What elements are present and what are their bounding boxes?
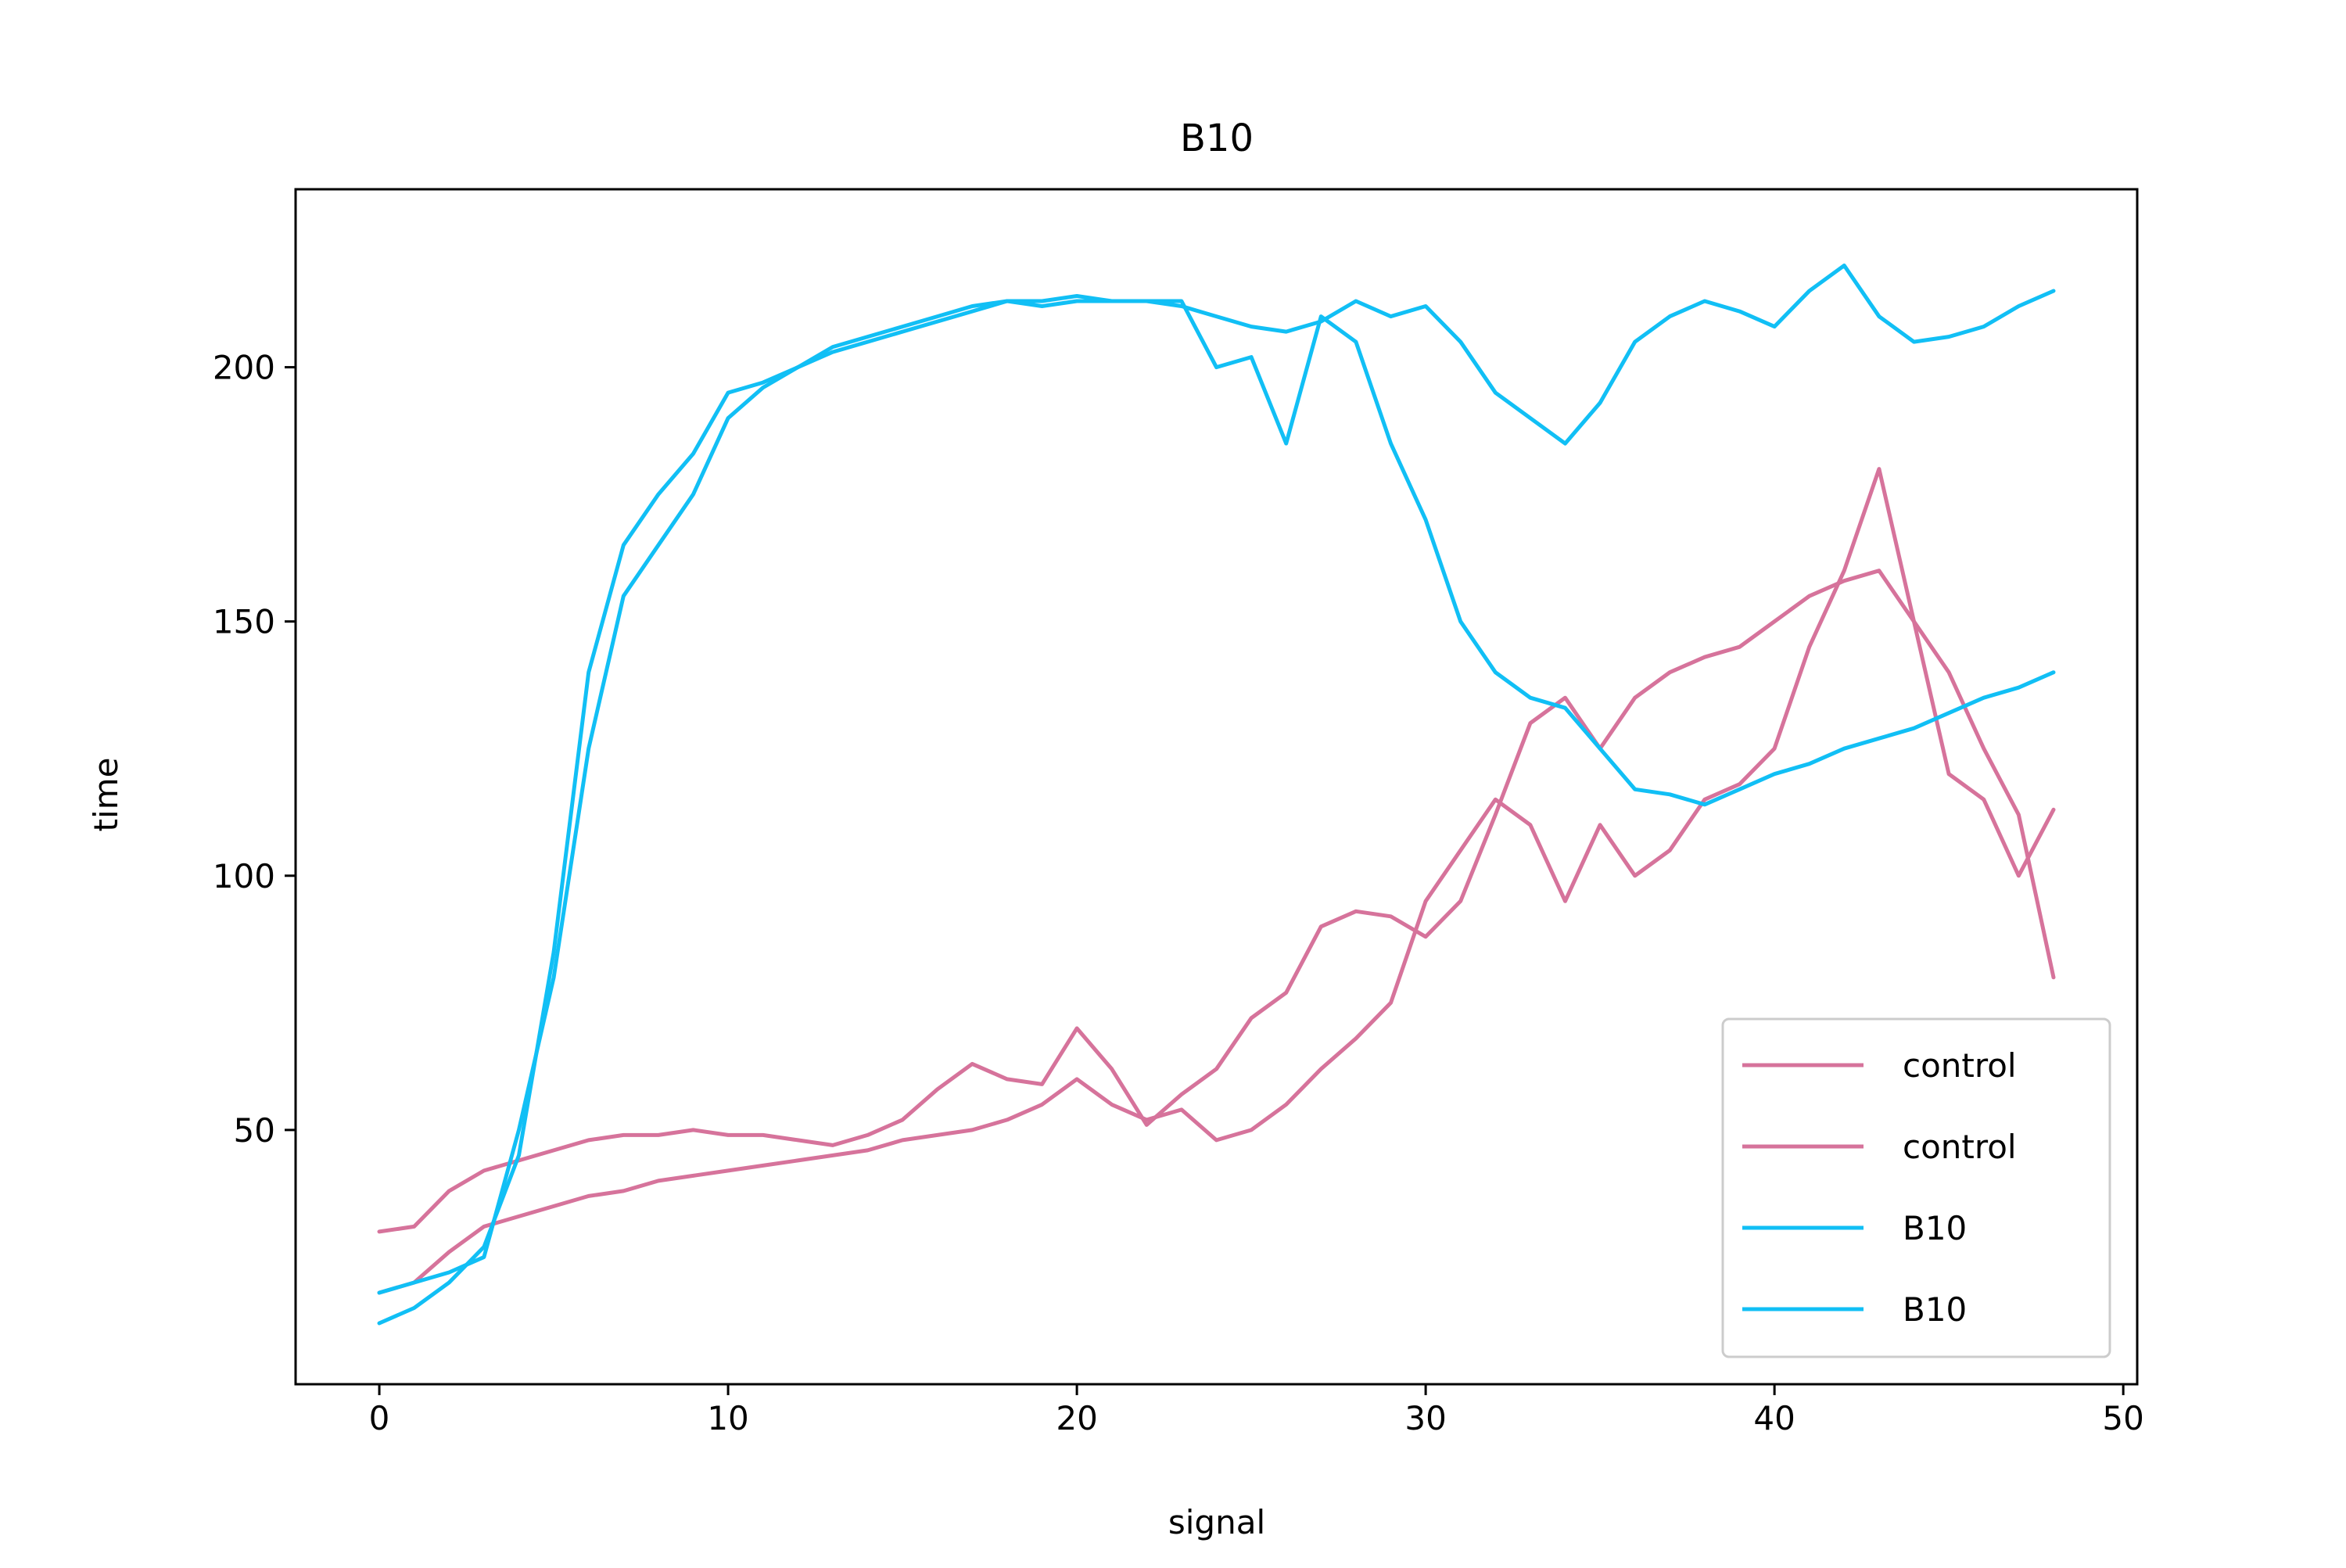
series-layer: [377, 264, 2056, 1326]
x-tick-label: 40: [1753, 1399, 1795, 1437]
x-tick-label: 10: [707, 1399, 748, 1437]
x-axis-label: signal: [1168, 1503, 1265, 1541]
ticks-layer: 0 10 20 30 40 50 50 100 150 200: [213, 349, 2144, 1437]
x-tick-label: 30: [1404, 1399, 1446, 1437]
y-tick-label: 100: [213, 857, 275, 895]
legend-label: B10: [1903, 1290, 1967, 1329]
plot-frame: [294, 188, 2139, 1386]
x-tick-label: 0: [369, 1399, 390, 1437]
y-tick-label: 150: [213, 603, 275, 641]
series-line-B10-4: [377, 264, 2056, 1295]
series-line-B10-3: [377, 299, 2056, 1326]
series-line-control-1: [377, 569, 2056, 1234]
x-tick-label: 50: [2102, 1399, 2143, 1437]
x-tick-label: 20: [1056, 1399, 1097, 1437]
legend-label: B10: [1903, 1209, 1967, 1247]
legend-label: control: [1903, 1128, 2017, 1166]
y-axis-label: time: [87, 758, 125, 832]
y-tick-label: 50: [234, 1111, 275, 1150]
legend-box: [1721, 1017, 2111, 1358]
series-line-control-2: [377, 467, 2056, 1295]
legend-label: control: [1903, 1046, 2017, 1085]
y-tick-label: 200: [213, 349, 275, 387]
chart-title: B10: [1180, 117, 1254, 160]
legend: control control B10 B10: [1721, 1017, 2111, 1358]
